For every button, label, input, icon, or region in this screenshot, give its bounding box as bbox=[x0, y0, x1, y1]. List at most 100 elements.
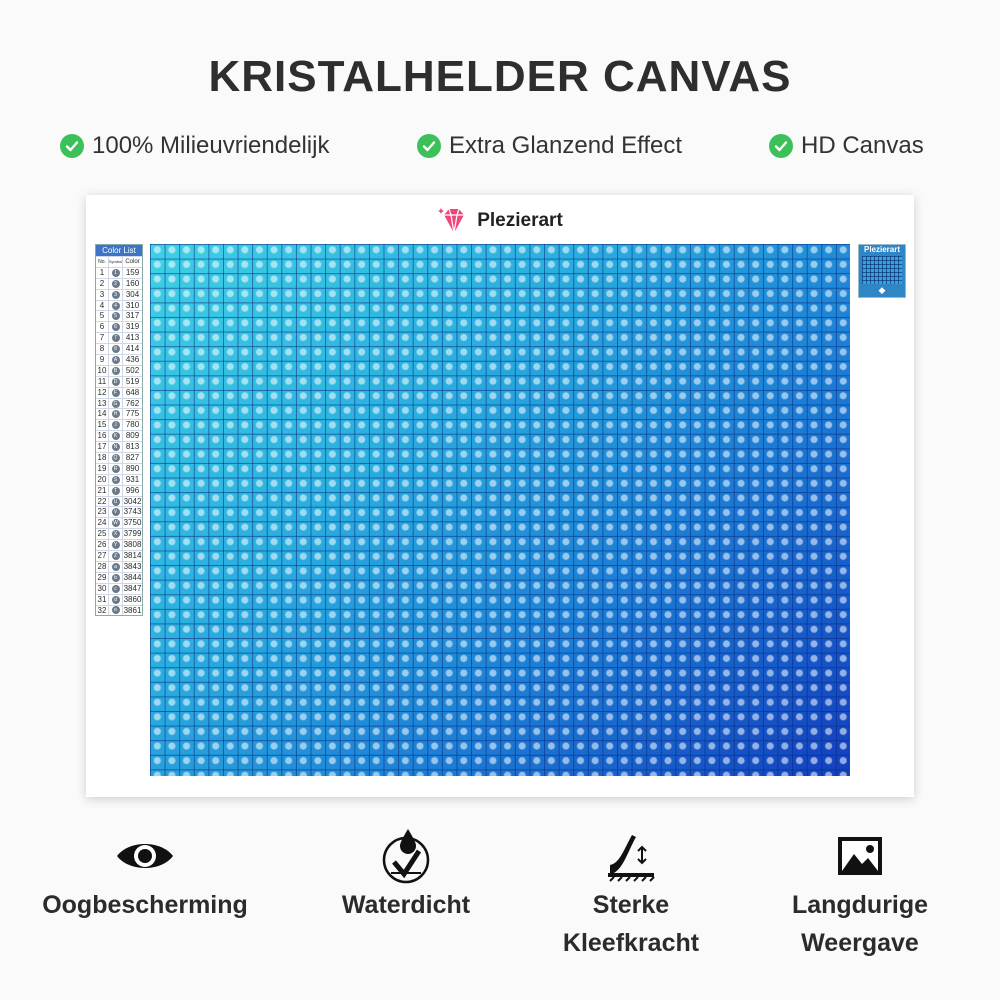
color-symbol-dot: N bbox=[111, 443, 120, 452]
color-symbol: B bbox=[109, 365, 123, 376]
color-no: 5 bbox=[96, 311, 109, 322]
benefit-icons: Oogbescherming Waterdicht Sterke Kleefkr… bbox=[0, 826, 1000, 976]
color-no: 11 bbox=[96, 376, 109, 387]
color-list-row: 1 1 159 bbox=[96, 266, 142, 278]
color-symbol: U bbox=[109, 496, 123, 507]
color-symbol-dot: K bbox=[111, 432, 120, 441]
color-symbol-dot: d bbox=[111, 595, 120, 604]
color-no: 6 bbox=[96, 322, 109, 333]
color-symbol-dot: Q bbox=[111, 453, 120, 462]
column-header: Color bbox=[125, 259, 140, 265]
color-no: 8 bbox=[96, 344, 109, 355]
color-list-row: 30 c 3847 bbox=[96, 582, 142, 594]
color-symbol: R bbox=[109, 463, 123, 474]
color-symbol-dot: 2 bbox=[111, 279, 120, 288]
color-code: 827 bbox=[125, 453, 140, 463]
color-no: 18 bbox=[96, 453, 109, 463]
color-no: 21 bbox=[96, 485, 109, 496]
benefit-long-lasting: Langdurige Weergave bbox=[740, 826, 980, 962]
color-list-row: 17 N 813 bbox=[96, 441, 142, 453]
color-symbol-dot: H bbox=[111, 410, 120, 419]
color-no: 27 bbox=[96, 551, 109, 561]
color-no: 29 bbox=[96, 572, 109, 583]
benefit-label: Kleefkracht bbox=[562, 929, 700, 957]
color-no: 3 bbox=[96, 289, 109, 300]
color-list-row: 22 U 3042 bbox=[96, 495, 142, 507]
benefit-label: Sterke bbox=[592, 891, 670, 919]
color-symbol: b bbox=[109, 572, 123, 583]
color-symbol-dot: A bbox=[111, 355, 120, 364]
color-symbol: 6 bbox=[109, 322, 123, 333]
color-symbol: Y bbox=[109, 540, 123, 551]
color-symbol: D bbox=[109, 376, 123, 387]
color-code: 775 bbox=[125, 409, 140, 419]
color-code: 519 bbox=[125, 376, 140, 386]
check-icon bbox=[60, 134, 84, 158]
color-symbol: S bbox=[109, 474, 123, 485]
diamond-icon bbox=[438, 208, 465, 234]
feature-bar: 100% Milieuvriendelijk Extra Glanzend Ef… bbox=[0, 132, 1000, 168]
color-symbol-dot: W bbox=[111, 519, 120, 528]
color-code: 813 bbox=[125, 442, 140, 452]
color-list-row: 6 6 319 bbox=[96, 321, 142, 333]
color-code: 319 bbox=[125, 322, 140, 332]
color-code: 3861 bbox=[123, 605, 142, 615]
color-symbol-dot: 5 bbox=[111, 312, 120, 321]
color-no: 20 bbox=[96, 474, 109, 485]
color-symbol-dot: 7 bbox=[111, 334, 120, 343]
preview-mosaic bbox=[862, 256, 902, 284]
color-symbol-dot: Z bbox=[111, 551, 120, 560]
color-code: 3808 bbox=[123, 540, 142, 550]
color-no: 23 bbox=[96, 507, 109, 518]
color-symbol: G bbox=[109, 398, 123, 409]
color-code: 317 bbox=[125, 311, 140, 321]
waterproof-icon bbox=[382, 829, 430, 884]
color-symbol: 4 bbox=[109, 300, 123, 311]
color-no: 1 bbox=[96, 267, 109, 278]
color-no: 28 bbox=[96, 561, 109, 572]
color-list-row: 5 5 317 bbox=[96, 310, 142, 322]
column-header: No. bbox=[96, 257, 109, 267]
color-symbol: T bbox=[109, 485, 123, 496]
color-list-row: 7 7 413 bbox=[96, 332, 142, 344]
color-symbol: d bbox=[109, 594, 123, 605]
color-list-row: 31 d 3860 bbox=[96, 593, 142, 605]
brand-logo: Plezierart bbox=[86, 203, 914, 239]
color-list-row: 4 4 310 bbox=[96, 299, 142, 311]
color-code: 890 bbox=[125, 463, 140, 473]
color-no: 22 bbox=[96, 496, 109, 507]
check-icon bbox=[769, 134, 793, 158]
color-code: 436 bbox=[125, 355, 140, 365]
color-symbol-dot: 8 bbox=[111, 345, 120, 354]
color-symbol-dot: 3 bbox=[111, 290, 120, 299]
color-list-row: 12 F 648 bbox=[96, 386, 142, 398]
color-code: 413 bbox=[125, 333, 140, 343]
color-code: 310 bbox=[125, 300, 140, 310]
color-list-row: 16 K 809 bbox=[96, 430, 142, 442]
color-list-row: 15 J 780 bbox=[96, 419, 142, 431]
color-no: 12 bbox=[96, 387, 109, 398]
color-list-table: Color List No. Symbol Color 1 1 159 2 2 160 3 3… bbox=[95, 244, 143, 617]
color-no: 13 bbox=[96, 398, 109, 409]
color-no: 2 bbox=[96, 278, 109, 289]
color-symbol: 8 bbox=[109, 344, 123, 355]
color-code: 809 bbox=[125, 431, 140, 441]
color-symbol-dot: c bbox=[111, 584, 120, 593]
color-list-row: 28 a 3843 bbox=[96, 560, 142, 572]
color-list-row: 27 Z 3814 bbox=[96, 550, 142, 561]
color-symbol: 5 bbox=[109, 311, 123, 322]
canvas-product-image: Plezierart Color List No. Symbol Color 1… bbox=[86, 195, 914, 797]
color-symbol-dot: e bbox=[111, 606, 120, 615]
color-code: 996 bbox=[125, 485, 140, 495]
benefit-label: Waterdicht bbox=[341, 891, 471, 919]
color-symbol: a bbox=[109, 561, 123, 572]
color-no: 4 bbox=[96, 300, 109, 311]
color-no: 14 bbox=[96, 409, 109, 420]
color-list-row: 29 b 3844 bbox=[96, 571, 142, 583]
column-header: Symbol bbox=[109, 257, 123, 267]
color-no: 25 bbox=[96, 529, 109, 540]
color-list-columns: No. Symbol Color bbox=[96, 256, 142, 267]
color-code: 304 bbox=[125, 289, 140, 299]
color-symbol: c bbox=[109, 583, 123, 594]
page-title: KRISTALHELDER CANVAS bbox=[208, 52, 792, 101]
